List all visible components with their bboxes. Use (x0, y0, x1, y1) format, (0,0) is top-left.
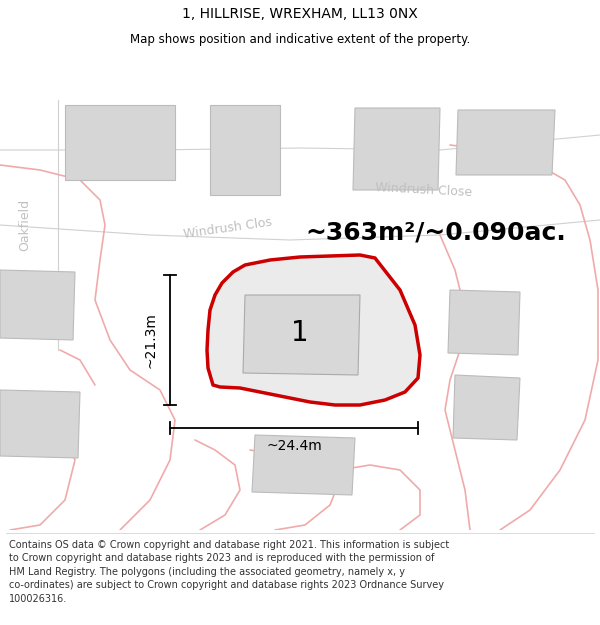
Polygon shape (210, 105, 280, 195)
Text: Contains OS data © Crown copyright and database right 2021. This information is : Contains OS data © Crown copyright and d… (9, 539, 449, 604)
Polygon shape (243, 295, 360, 375)
Text: Oakfield: Oakfield (19, 199, 32, 251)
Polygon shape (252, 435, 355, 495)
Text: Windrush Close: Windrush Close (375, 181, 473, 199)
Polygon shape (448, 290, 520, 355)
Polygon shape (0, 100, 58, 350)
Text: Windrush Clos: Windrush Clos (183, 216, 273, 241)
Polygon shape (0, 270, 75, 340)
Polygon shape (65, 105, 175, 180)
Polygon shape (0, 390, 80, 458)
Text: ~21.3m: ~21.3m (143, 312, 157, 368)
Polygon shape (353, 108, 440, 190)
Text: ~24.4m: ~24.4m (266, 439, 322, 453)
Polygon shape (207, 255, 420, 405)
Text: Map shows position and indicative extent of the property.: Map shows position and indicative extent… (130, 32, 470, 46)
Polygon shape (0, 135, 600, 240)
Text: 1, HILLRISE, WREXHAM, LL13 0NX: 1, HILLRISE, WREXHAM, LL13 0NX (182, 7, 418, 21)
Polygon shape (456, 110, 555, 175)
Text: 1: 1 (291, 319, 309, 347)
Text: ~363m²/~0.090ac.: ~363m²/~0.090ac. (305, 221, 566, 245)
Polygon shape (453, 375, 520, 440)
